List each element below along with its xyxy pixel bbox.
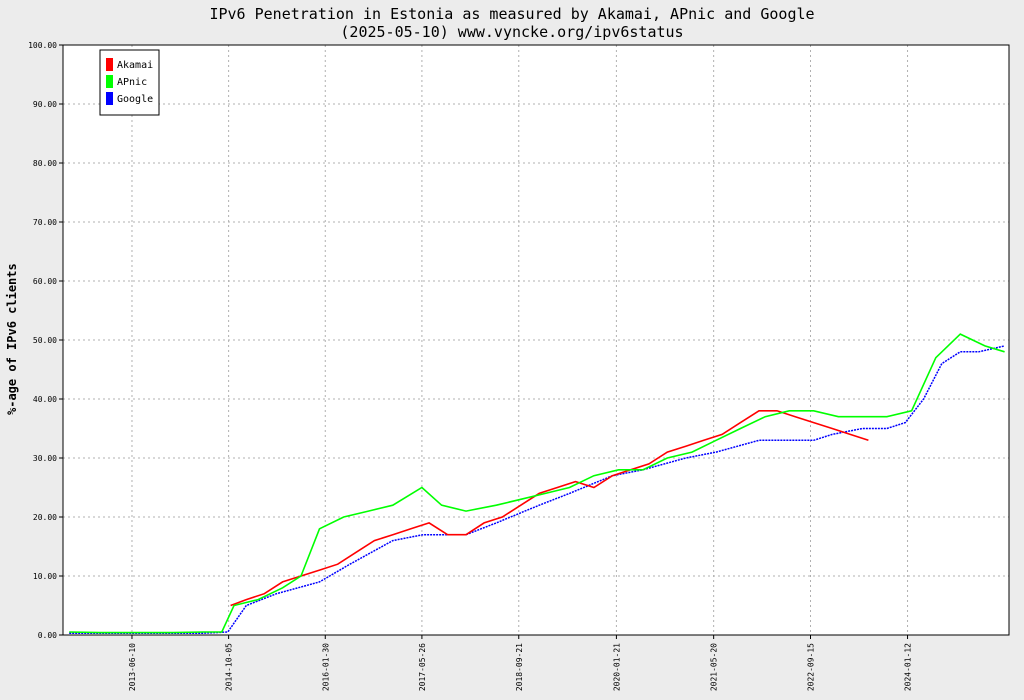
legend: Akamai APnic Google [99, 49, 160, 116]
y-tick-label: 70.00 [33, 218, 57, 227]
y-tick-label: 40.00 [33, 395, 57, 404]
chart-title: IPv6 Penetration in Estonia as measured … [209, 5, 815, 23]
legend-label-apnic: APnic [117, 77, 147, 88]
series-lines [69, 333, 1005, 634]
plot-frame [62, 44, 1010, 636]
series-line-apnic [69, 333, 1005, 634]
legend-label-google: Google [117, 94, 153, 105]
chart-subtitle: (2025-05-10) www.vyncke.org/ipv6status [340, 23, 684, 41]
legend-swatch-google [106, 92, 113, 105]
y-tick-label: 90.00 [33, 100, 57, 109]
plot-area [63, 45, 1009, 635]
x-tick-label: 2014-10-05 [225, 643, 234, 691]
legend-swatch-akamai [106, 58, 113, 71]
y-tick-label: 50.00 [33, 336, 57, 345]
series-line-akamai [230, 409, 869, 607]
x-tick-label: 2016-01-30 [321, 643, 330, 691]
y-tick-label: 100.00 [28, 41, 57, 50]
x-tick-label: 2013-06-10 [128, 643, 137, 691]
y-tick-label: 20.00 [33, 513, 57, 522]
x-tick-label: 2022-09-15 [806, 643, 815, 691]
x-tick-label: 2017-05-26 [418, 643, 427, 691]
y-tick-label: 30.00 [33, 454, 57, 463]
y-tick-label: 0.00 [38, 631, 57, 640]
legend-label-akamai: Akamai [117, 60, 153, 71]
x-tick-label: 2018-09-21 [515, 643, 524, 691]
x-tick-label: 2020-01-21 [612, 643, 621, 691]
grid-lines [63, 45, 1009, 635]
x-tick-label: 2021-05-20 [710, 643, 719, 691]
x-axis-ticks: 2013-06-10 2014-10-05 2016-01-30 2017-05-26… [128, 635, 913, 691]
y-tick-label: 60.00 [33, 277, 57, 286]
y-axis-ticks: 0.00 10.00 20.00 30.00 40.00 50.00 60.00 70.00 8… [28, 41, 63, 640]
legend-swatch-apnic [106, 75, 113, 88]
y-tick-label: 10.00 [33, 572, 57, 581]
x-tick-label: 2024-01-12 [904, 643, 913, 691]
y-tick-label: 80.00 [33, 159, 57, 168]
series-line-google [69, 345, 1005, 634]
